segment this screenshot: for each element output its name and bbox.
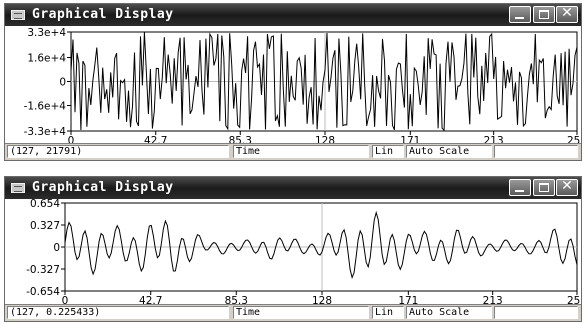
- x-axis-name: Time: [233, 145, 369, 158]
- scale-mode[interactable]: Auto Scale: [406, 145, 492, 158]
- minimize-button[interactable]: [509, 6, 531, 23]
- x-tick-label: 213: [484, 135, 504, 145]
- x-tick-label: 85.3: [229, 135, 252, 145]
- maximize-icon: [539, 183, 549, 192]
- y-tick-label: 0.654: [30, 199, 60, 210]
- close-button[interactable]: ✕: [556, 5, 578, 23]
- y-tick-label: 3.3e+4: [27, 27, 66, 39]
- x-tick-label: 85.3: [225, 295, 248, 305]
- x-tick-label: 171: [398, 295, 418, 305]
- minimize-icon: [515, 190, 524, 192]
- plot-area[interactable]: 0.654 0.327 0 -0.327 -0.654 0 42.7 85.3 128 171 21…: [5, 199, 581, 305]
- window-title: Graphical Display: [32, 7, 174, 22]
- x-tick-label: 0: [62, 295, 69, 305]
- signal-plot[interactable]: 3.3e+41.6e+40-1.6e+4-3.3e+40 42.7 85.3 128 1…: [5, 26, 581, 145]
- status-bar: (127, 0.225433) Time Lin Auto Scale: [5, 304, 581, 321]
- window-app-icon: [11, 183, 25, 193]
- y-tick-label: 0: [53, 242, 60, 254]
- y-tick-label: -0.327: [26, 264, 60, 276]
- status-extra: [494, 145, 578, 158]
- signal-series-line: [70, 31, 578, 132]
- x-axis-name: Time: [233, 306, 369, 319]
- plot-area[interactable]: 3.3e+4 1.6e+4 0 -1.6e+4 -3.3e+4 0 42.7 85.3 128 1…: [5, 26, 581, 145]
- y-tick-label: 1.6e+4: [27, 53, 66, 65]
- status-extra: [494, 306, 578, 319]
- scale-type[interactable]: Lin: [372, 306, 404, 319]
- x-tick-label: 128: [315, 135, 335, 145]
- cursor-coordinate-readout: (127, 21791): [7, 145, 229, 158]
- maximize-button[interactable]: [533, 6, 555, 23]
- maximize-button[interactable]: [533, 179, 555, 196]
- scale-type[interactable]: Lin: [372, 145, 404, 158]
- title-bar[interactable]: Graphical Display ✕: [5, 4, 581, 26]
- window-app-icon: [11, 10, 25, 20]
- x-tick-label: 128: [312, 295, 332, 305]
- minimize-button[interactable]: [509, 179, 531, 196]
- x-tick-label: 42.7: [144, 135, 167, 145]
- y-tick-label: 0: [59, 77, 66, 89]
- y-tick-label: -3.3e+4: [24, 126, 67, 138]
- cursor-coordinate-readout: (127, 0.225433): [7, 306, 229, 319]
- signal-series-line: [64, 210, 578, 280]
- y-tick-label: -0.654: [26, 286, 60, 298]
- x-tick-label: 0: [68, 135, 75, 145]
- x-tick-label: 171: [400, 135, 420, 145]
- minimize-icon: [515, 17, 524, 19]
- window-title: Graphical Display: [32, 180, 174, 195]
- graphical-display-window-2: Graphical Display ✕ 0.654 0.327 0 -0.327 -0.…: [4, 176, 582, 322]
- title-bar[interactable]: Graphical Display ✕: [5, 177, 581, 199]
- scale-mode[interactable]: Auto Scale: [406, 306, 492, 319]
- status-bar: (127, 21791) Time Lin Auto Scale: [5, 143, 581, 160]
- y-tick-label: 0.327: [30, 220, 60, 232]
- x-tick-label: 255: [567, 295, 581, 305]
- close-button[interactable]: ✕: [556, 178, 578, 196]
- x-tick-label: 255: [567, 135, 581, 145]
- x-tick-label: 213: [483, 295, 503, 305]
- close-icon: ✕: [561, 178, 573, 194]
- maximize-icon: [539, 10, 549, 19]
- graphical-display-window-1: Graphical Display ✕ 3.3e+4 1.6e+4 0 -1.6e+4…: [4, 3, 582, 161]
- close-icon: ✕: [561, 5, 573, 21]
- y-tick-label: -1.6e+4: [24, 101, 67, 113]
- x-tick-label: 42.7: [139, 295, 162, 305]
